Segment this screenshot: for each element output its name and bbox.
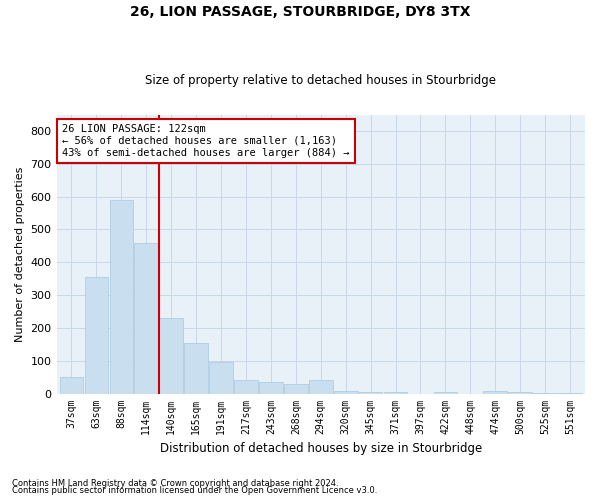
Text: Contains public sector information licensed under the Open Government Licence v3: Contains public sector information licen… — [12, 486, 377, 495]
Bar — [110, 200, 133, 394]
Bar — [309, 380, 332, 394]
Text: 26, LION PASSAGE, STOURBRIDGE, DY8 3TX: 26, LION PASSAGE, STOURBRIDGE, DY8 3TX — [130, 5, 470, 19]
Bar — [184, 342, 208, 394]
Title: Size of property relative to detached houses in Stourbridge: Size of property relative to detached ho… — [145, 74, 496, 87]
Bar — [160, 318, 183, 394]
Bar — [533, 392, 557, 394]
Bar — [59, 377, 83, 394]
Bar — [484, 391, 507, 394]
Text: 26 LION PASSAGE: 122sqm
← 56% of detached houses are smaller (1,163)
43% of semi: 26 LION PASSAGE: 122sqm ← 56% of detache… — [62, 124, 349, 158]
Bar — [85, 277, 108, 394]
Bar — [359, 392, 382, 394]
Bar — [384, 392, 407, 394]
Bar — [334, 391, 358, 394]
Bar — [558, 393, 582, 394]
Bar — [234, 380, 258, 394]
Bar — [508, 392, 532, 394]
Bar — [284, 384, 308, 394]
Bar — [434, 392, 457, 394]
Bar — [259, 382, 283, 394]
Bar — [209, 362, 233, 394]
X-axis label: Distribution of detached houses by size in Stourbridge: Distribution of detached houses by size … — [160, 442, 482, 455]
Y-axis label: Number of detached properties: Number of detached properties — [15, 166, 25, 342]
Bar — [134, 242, 158, 394]
Text: Contains HM Land Registry data © Crown copyright and database right 2024.: Contains HM Land Registry data © Crown c… — [12, 478, 338, 488]
